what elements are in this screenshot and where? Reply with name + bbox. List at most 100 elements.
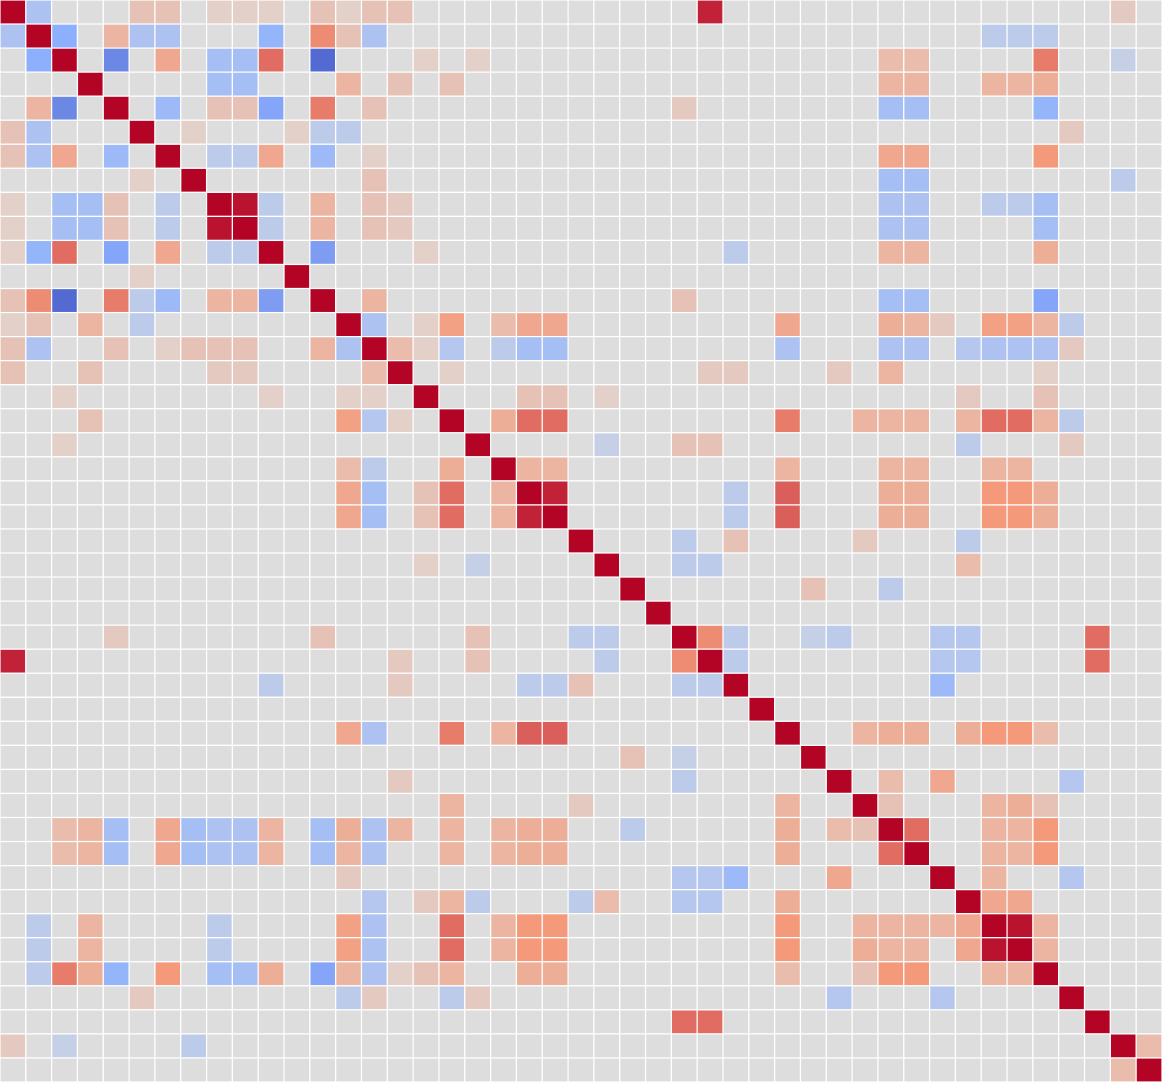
heatmap-cell <box>774 239 802 266</box>
heatmap-cell <box>541 889 569 915</box>
heatmap-cell <box>76 768 104 795</box>
heatmap-cell <box>231 864 259 891</box>
heatmap-cell <box>928 432 957 458</box>
heatmap-cell <box>696 552 724 578</box>
heatmap-cell <box>205 263 234 290</box>
heatmap-cell <box>851 1057 879 1082</box>
heatmap-cell <box>180 648 208 674</box>
heatmap-cell <box>593 480 621 506</box>
heatmap-cell <box>1109 961 1137 987</box>
heatmap-cell <box>76 840 104 867</box>
heatmap-cell <box>76 311 104 338</box>
heatmap-cell <box>386 456 414 482</box>
heatmap-cell <box>877 167 905 193</box>
heatmap-cell <box>51 889 79 915</box>
heatmap-cell <box>1006 624 1034 650</box>
heatmap-cell <box>154 239 182 266</box>
heatmap-cell <box>51 648 79 674</box>
heatmap-cell <box>980 432 1008 458</box>
heatmap-cell <box>438 408 466 434</box>
heatmap-cell <box>825 937 853 963</box>
heatmap-cell <box>386 840 414 867</box>
heatmap-cell <box>76 360 104 386</box>
heatmap-cell <box>877 576 905 602</box>
heatmap-cell <box>51 937 79 963</box>
heatmap-cell <box>335 937 363 963</box>
heatmap-cell <box>412 913 440 939</box>
heatmap-cell <box>541 408 569 434</box>
heatmap-cell <box>696 672 724 698</box>
heatmap-cell <box>283 504 311 530</box>
heatmap-cell <box>180 408 208 434</box>
heatmap-cell <box>954 768 982 795</box>
heatmap-cell <box>851 816 879 843</box>
heatmap-cell <box>360 456 388 482</box>
heatmap-cell <box>593 1057 621 1082</box>
heatmap-cell <box>774 913 802 939</box>
heatmap-cell <box>980 336 1008 362</box>
heatmap-cell <box>825 985 853 1011</box>
heatmap-cell <box>515 889 543 915</box>
heatmap-cell <box>154 792 182 819</box>
heatmap-cell <box>644 480 672 506</box>
heatmap-cell <box>335 456 363 482</box>
heatmap-cell <box>644 23 672 49</box>
heatmap-cell <box>309 408 337 434</box>
heatmap-cell <box>51 71 79 97</box>
heatmap-cell <box>0 360 27 386</box>
heatmap-cell <box>309 696 337 722</box>
heatmap-cell <box>1135 360 1162 386</box>
heatmap-cell <box>102 215 130 242</box>
heatmap-cell <box>257 408 285 434</box>
heatmap-cell <box>386 889 414 915</box>
heatmap-cell <box>490 287 518 314</box>
heatmap-cell <box>257 384 285 410</box>
heatmap-cell <box>309 191 337 218</box>
heatmap-cell <box>567 696 595 722</box>
heatmap-cell <box>1109 889 1137 915</box>
heatmap-cell <box>0 95 27 121</box>
heatmap-cell <box>799 360 827 386</box>
heatmap-cell <box>283 432 311 458</box>
heatmap-cell <box>644 384 672 410</box>
heatmap-cell <box>51 23 79 49</box>
heatmap-cell <box>541 311 569 338</box>
heatmap-cell <box>980 1033 1008 1059</box>
heatmap-cell <box>877 456 905 482</box>
heatmap-cell <box>231 0 259 25</box>
heatmap-cell <box>877 624 905 650</box>
heatmap-cell <box>1006 71 1034 97</box>
heatmap-cell <box>1083 311 1111 338</box>
heatmap-cell <box>928 576 957 602</box>
heatmap-cell <box>670 191 698 218</box>
heatmap-cell <box>877 360 905 386</box>
heatmap-cell <box>748 480 776 506</box>
heatmap-cell <box>722 913 750 939</box>
heatmap-cell <box>670 0 698 25</box>
heatmap-cell <box>25 1009 53 1035</box>
heatmap-cell <box>335 384 363 410</box>
heatmap-cell <box>1083 384 1111 410</box>
heatmap-cell <box>1135 720 1162 746</box>
heatmap-cell <box>1006 768 1034 795</box>
heatmap-cell <box>490 913 518 939</box>
heatmap-cell <box>799 239 827 266</box>
heatmap-cell <box>76 480 104 506</box>
heatmap-cell <box>51 119 79 145</box>
heatmap-cell <box>567 263 595 290</box>
heatmap-cell <box>1058 480 1086 506</box>
heatmap-cell <box>696 720 724 746</box>
heatmap-cell <box>154 696 182 722</box>
heatmap-cell <box>541 792 569 819</box>
heatmap-cell <box>128 191 156 218</box>
heatmap-cell <box>335 480 363 506</box>
heatmap-cell <box>283 528 311 554</box>
heatmap-cell <box>335 672 363 698</box>
heatmap-cell <box>954 840 982 867</box>
heatmap-cell <box>877 600 905 626</box>
heatmap-cell <box>438 215 466 242</box>
heatmap-cell <box>1058 840 1086 867</box>
heatmap-cell <box>799 384 827 410</box>
heatmap-cell <box>0 768 27 795</box>
heatmap-cell <box>954 287 982 314</box>
